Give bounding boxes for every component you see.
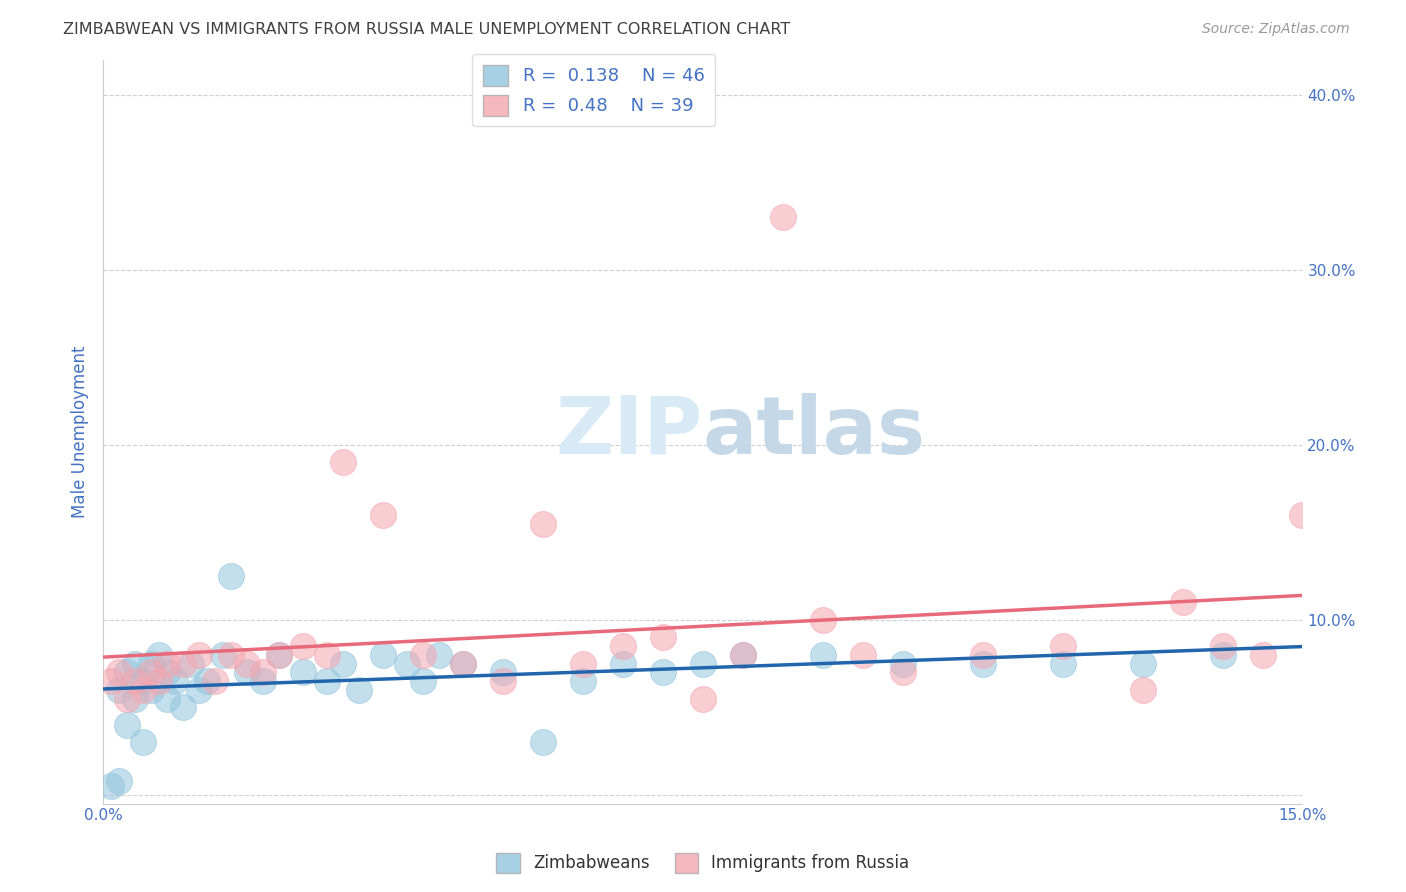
- Point: [1251, 648, 1274, 662]
- Point: [139, 657, 162, 671]
- Y-axis label: Male Unemployment: Male Unemployment: [72, 345, 89, 518]
- Point: [451, 657, 474, 671]
- Point: [108, 773, 131, 788]
- Point: [139, 682, 162, 697]
- Point: [891, 665, 914, 680]
- Point: [1171, 595, 1194, 609]
- Point: [1212, 648, 1234, 662]
- Point: [371, 508, 394, 522]
- Point: [267, 648, 290, 662]
- Point: [1132, 682, 1154, 697]
- Point: [772, 211, 794, 225]
- Point: [395, 657, 418, 671]
- Point: [1052, 639, 1074, 653]
- Point: [1052, 657, 1074, 671]
- Text: atlas: atlas: [703, 392, 927, 471]
- Point: [972, 648, 994, 662]
- Point: [1132, 657, 1154, 671]
- Point: [188, 682, 211, 697]
- Point: [115, 691, 138, 706]
- Point: [204, 674, 226, 689]
- Point: [731, 648, 754, 662]
- Point: [236, 657, 259, 671]
- Point: [139, 665, 162, 680]
- Point: [651, 665, 673, 680]
- Point: [316, 648, 339, 662]
- Point: [132, 674, 155, 689]
- Point: [148, 674, 170, 689]
- Point: [332, 455, 354, 469]
- Point: [172, 657, 194, 671]
- Point: [891, 657, 914, 671]
- Point: [492, 665, 515, 680]
- Point: [115, 665, 138, 680]
- Point: [412, 674, 434, 689]
- Point: [731, 648, 754, 662]
- Point: [371, 648, 394, 662]
- Point: [811, 613, 834, 627]
- Point: [412, 648, 434, 662]
- Point: [132, 735, 155, 749]
- Point: [531, 516, 554, 531]
- Point: [852, 648, 875, 662]
- Point: [252, 674, 274, 689]
- Point: [108, 682, 131, 697]
- Point: [531, 735, 554, 749]
- Legend: Zimbabweans, Immigrants from Russia: Zimbabweans, Immigrants from Russia: [489, 847, 917, 880]
- Point: [427, 648, 450, 662]
- Point: [572, 657, 595, 671]
- Point: [612, 657, 634, 671]
- Point: [292, 639, 315, 653]
- Point: [316, 674, 339, 689]
- Point: [108, 665, 131, 680]
- Point: [188, 648, 211, 662]
- Point: [492, 674, 515, 689]
- Text: ZIP: ZIP: [555, 392, 703, 471]
- Point: [156, 657, 179, 671]
- Point: [292, 665, 315, 680]
- Point: [100, 674, 122, 689]
- Point: [692, 691, 714, 706]
- Text: ZIMBABWEAN VS IMMIGRANTS FROM RUSSIA MALE UNEMPLOYMENT CORRELATION CHART: ZIMBABWEAN VS IMMIGRANTS FROM RUSSIA MAL…: [63, 22, 790, 37]
- Point: [219, 648, 242, 662]
- Legend: R =  0.138    N = 46, R =  0.48    N = 39: R = 0.138 N = 46, R = 0.48 N = 39: [472, 54, 716, 127]
- Point: [195, 674, 218, 689]
- Point: [165, 674, 187, 689]
- Point: [267, 648, 290, 662]
- Point: [347, 682, 370, 697]
- Point: [100, 779, 122, 793]
- Point: [1291, 508, 1313, 522]
- Point: [148, 648, 170, 662]
- Point: [572, 674, 595, 689]
- Point: [332, 657, 354, 671]
- Point: [124, 691, 146, 706]
- Point: [124, 674, 146, 689]
- Point: [651, 631, 673, 645]
- Point: [451, 657, 474, 671]
- Point: [252, 665, 274, 680]
- Point: [180, 657, 202, 671]
- Point: [219, 569, 242, 583]
- Point: [124, 657, 146, 671]
- Text: Source: ZipAtlas.com: Source: ZipAtlas.com: [1202, 22, 1350, 37]
- Point: [236, 665, 259, 680]
- Point: [1212, 639, 1234, 653]
- Point: [612, 639, 634, 653]
- Point: [156, 665, 179, 680]
- Point: [172, 700, 194, 714]
- Point: [115, 718, 138, 732]
- Point: [156, 691, 179, 706]
- Point: [692, 657, 714, 671]
- Point: [132, 682, 155, 697]
- Point: [972, 657, 994, 671]
- Point: [212, 648, 235, 662]
- Point: [811, 648, 834, 662]
